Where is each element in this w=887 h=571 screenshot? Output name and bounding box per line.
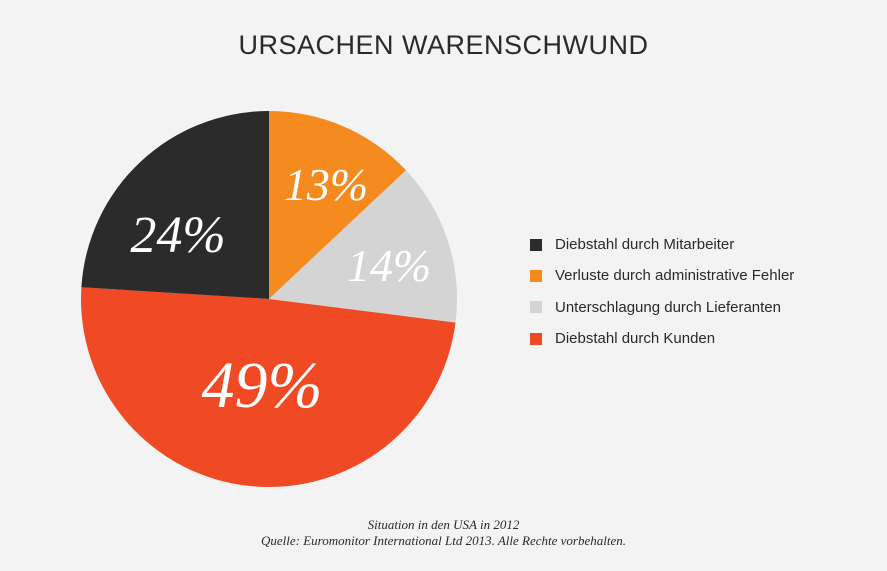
slice-label-3: 49% [202, 349, 323, 422]
legend-item-mitarbeiter: Diebstahl durch Mitarbeiter [530, 229, 794, 260]
legend-item-lieferanten: Unterschlagung durch Lieferanten [530, 292, 794, 323]
footer-source: Quelle: Euromonitor International Ltd 20… [260, 533, 627, 548]
slice-label-2: 14% [347, 240, 431, 291]
legend-label: Diebstahl durch Kunden [555, 330, 716, 348]
legend-swatch [530, 332, 542, 345]
legend-swatch [530, 301, 542, 314]
legend-item-kunden: Diebstahl durch Kunden [530, 323, 794, 354]
pie-slice-3 [81, 287, 456, 487]
slice-label-4: 24% [130, 207, 225, 264]
slice-label-1: 13% [284, 159, 368, 210]
legend-label: Verluste durch administrative Fehler [555, 267, 795, 285]
pie-slice-2 [269, 170, 458, 323]
legend-swatch [530, 238, 542, 251]
footer-situation: Situation in den USA in 2012 [367, 517, 520, 532]
legend-label: Unterschlagung durch Lieferanten [555, 298, 781, 316]
legend-item-administrative-fehler: Verluste durch administrative Fehler [530, 260, 794, 291]
footer: Situation in den USA in 2012 Quelle: Eur… [0, 517, 887, 549]
legend-swatch [530, 269, 542, 282]
pie-slice-1 [269, 111, 407, 299]
legend-label: Diebstahl durch Mitarbeiter [555, 236, 735, 254]
pie-slice-4 [81, 111, 269, 299]
chart-title: URSACHEN WARENSCHWUND [238, 30, 649, 60]
pie-labels: 13% 14% 49% 24% [130, 159, 431, 422]
pie-slices [81, 111, 458, 487]
legend: Diebstahl durch Mitarbeiter Verluste dur… [530, 229, 794, 354]
